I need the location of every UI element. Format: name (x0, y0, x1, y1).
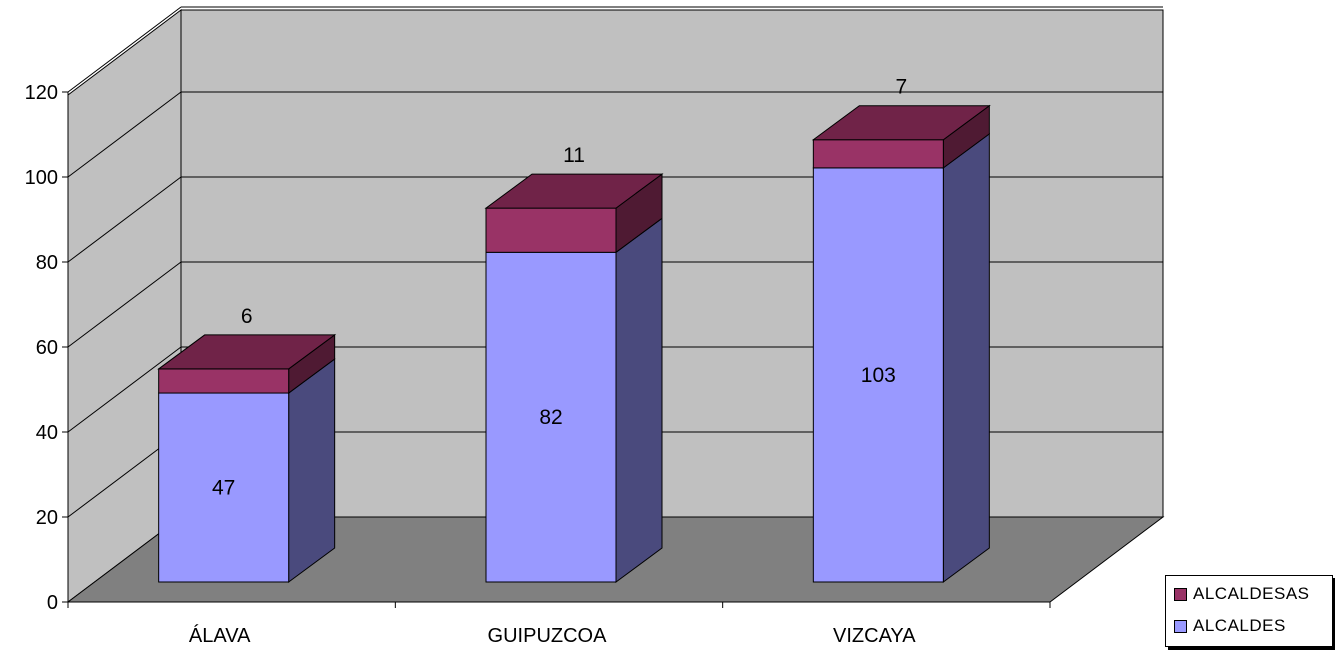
y-tick-label: 20 (36, 507, 58, 529)
bar-side-alcaldes (615, 217, 663, 583)
bar-front-alcaldes (485, 251, 617, 583)
bar-front-alcaldesas (485, 207, 617, 253)
side-gridline (67, 176, 182, 263)
legend-swatch-alcaldes (1174, 619, 1187, 633)
legend-label-alcaldes: ALCALDES (1193, 616, 1286, 635)
side-gridline (67, 346, 182, 433)
data-label-alcaldes: 47 (212, 477, 235, 500)
bar-top-alcaldesas (811, 105, 991, 141)
bar-front-alcaldesas (158, 368, 290, 394)
side-gridline (67, 6, 182, 93)
y-tick-label: 60 (36, 337, 58, 359)
bar-side-alcaldes (942, 132, 990, 583)
data-label-alcaldesas: 11 (563, 144, 585, 167)
legend-swatch-alcaldesas (1174, 587, 1187, 601)
x-category-label: GUIPUZCOA (488, 625, 608, 647)
bar-front-alcaldesas (812, 139, 944, 169)
side-gridline (67, 91, 182, 178)
bar-top-alcaldesas (157, 334, 337, 370)
chart-legend: ALCALDESAS ALCALDES (1165, 575, 1333, 647)
data-label-alcaldes: 103 (861, 364, 896, 387)
bar-top-alcaldesas (484, 173, 664, 209)
bar-side-alcaldes (288, 358, 336, 583)
y-tick-label: 120 (25, 82, 58, 104)
x-category-label: ÁLAVA (189, 624, 251, 647)
y-tick-label: 40 (36, 422, 58, 444)
bar-front-alcaldes (158, 392, 290, 583)
legend-entry-alcaldes: ALCALDES (1174, 616, 1286, 636)
chart-bars (157, 104, 991, 583)
y-tick-label: 100 (25, 167, 58, 189)
data-label-alcaldesas: 7 (895, 76, 907, 99)
legend-label-alcaldesas: ALCALDESAS (1193, 584, 1310, 603)
side-gridline (67, 261, 182, 348)
bar-front-alcaldes (812, 167, 944, 583)
chart-axes (62, 91, 1051, 608)
x-category-label: VIZCAYA (833, 625, 916, 647)
legend-entry-alcaldesas: ALCALDESAS (1174, 584, 1310, 604)
data-label-alcaldesas: 6 (241, 305, 253, 328)
y-tick-label: 80 (36, 252, 58, 274)
y-tick-label: 0 (47, 592, 58, 614)
chart-gridlines (67, 6, 1163, 518)
chart-labels: 0 20 40 60 80 100 120 47 6 ÁLAVA 82 11 GUIPUZCOA 103 7… (25, 76, 917, 647)
data-label-alcaldes: 82 (539, 406, 562, 429)
